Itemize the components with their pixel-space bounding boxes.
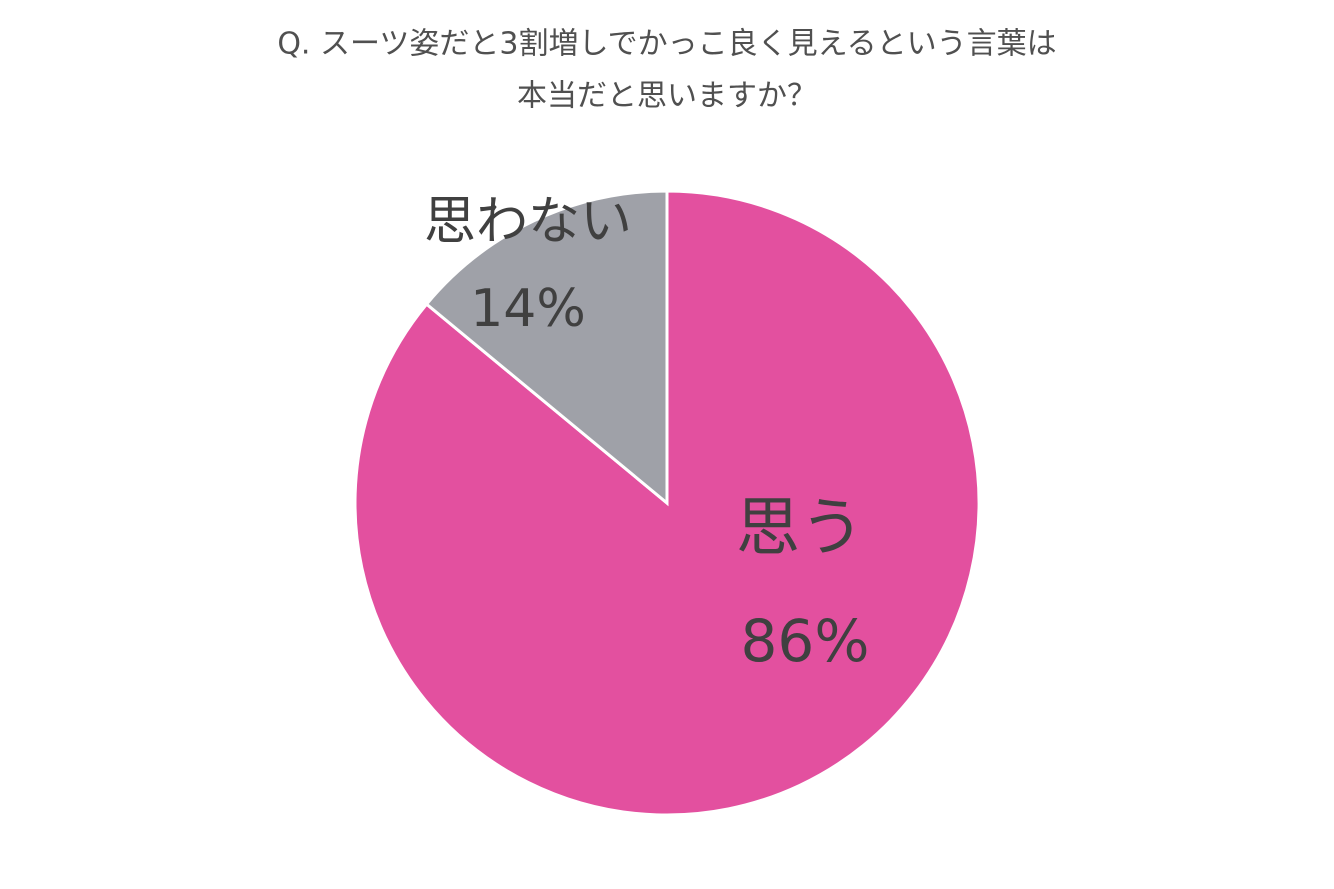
slice-value-label: 14% xyxy=(470,279,586,339)
slice-category-label: 思う xyxy=(736,492,864,566)
chart-title: 本当だと思いますか？ xyxy=(517,79,817,114)
pie-slice xyxy=(424,189,669,507)
chart-title: Q. スーツ姿だと3割増しでかっこ良く見えるという言葉は xyxy=(277,27,1056,62)
slice-value-label: 86% xyxy=(741,607,870,675)
slice-category-label: 思わない xyxy=(424,192,632,252)
